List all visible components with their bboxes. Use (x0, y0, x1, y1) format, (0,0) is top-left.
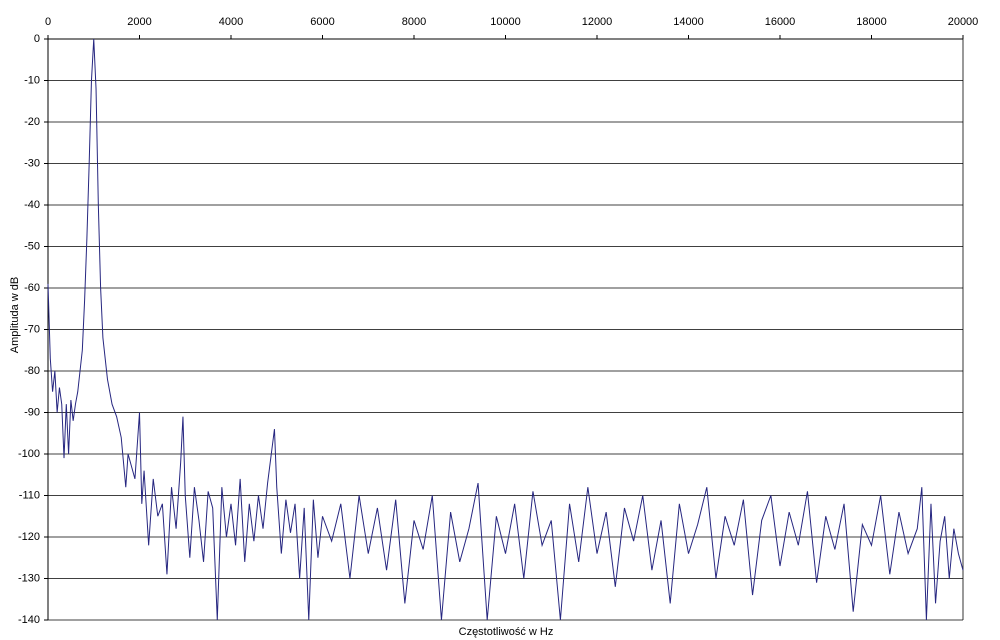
y-tick-label: -140 (18, 614, 40, 626)
spectrum-line (47, 38, 964, 621)
y-tick-label: 0 (34, 33, 40, 45)
y-tick-label: -50 (24, 240, 40, 252)
x-tick-label: 18000 (856, 16, 887, 28)
y-axis-title: Amplituda w dB (9, 277, 21, 353)
y-tick-label: -10 (24, 74, 40, 86)
x-tick-label: 0 (45, 16, 51, 28)
y-tick-label: -80 (24, 365, 40, 377)
x-tick-label: 12000 (582, 16, 613, 28)
x-tick-label: 4000 (219, 16, 243, 28)
y-tick-label: -120 (18, 531, 40, 543)
y-tick-label: -100 (18, 448, 40, 460)
x-tick-label: 10000 (490, 16, 521, 28)
y-tick-label: -30 (24, 157, 40, 169)
x-tick-label: 14000 (673, 16, 704, 28)
y-tick-label: -90 (24, 406, 40, 418)
y-tick-label: -40 (24, 199, 40, 211)
x-tick-label: 8000 (402, 16, 426, 28)
x-axis-title: Częstotliwość w Hz (459, 626, 554, 638)
y-tick-label: -20 (24, 116, 40, 128)
y-tick-label: -70 (24, 323, 40, 335)
y-tick-label: -130 (18, 572, 40, 584)
x-tick-label: 20000 (948, 16, 979, 28)
x-tick-label: 6000 (310, 16, 334, 28)
y-tick-label: -60 (24, 282, 40, 294)
y-tick-label: -110 (19, 489, 40, 501)
x-tick-label: 2000 (127, 16, 151, 28)
x-tick-label: 16000 (765, 16, 796, 28)
